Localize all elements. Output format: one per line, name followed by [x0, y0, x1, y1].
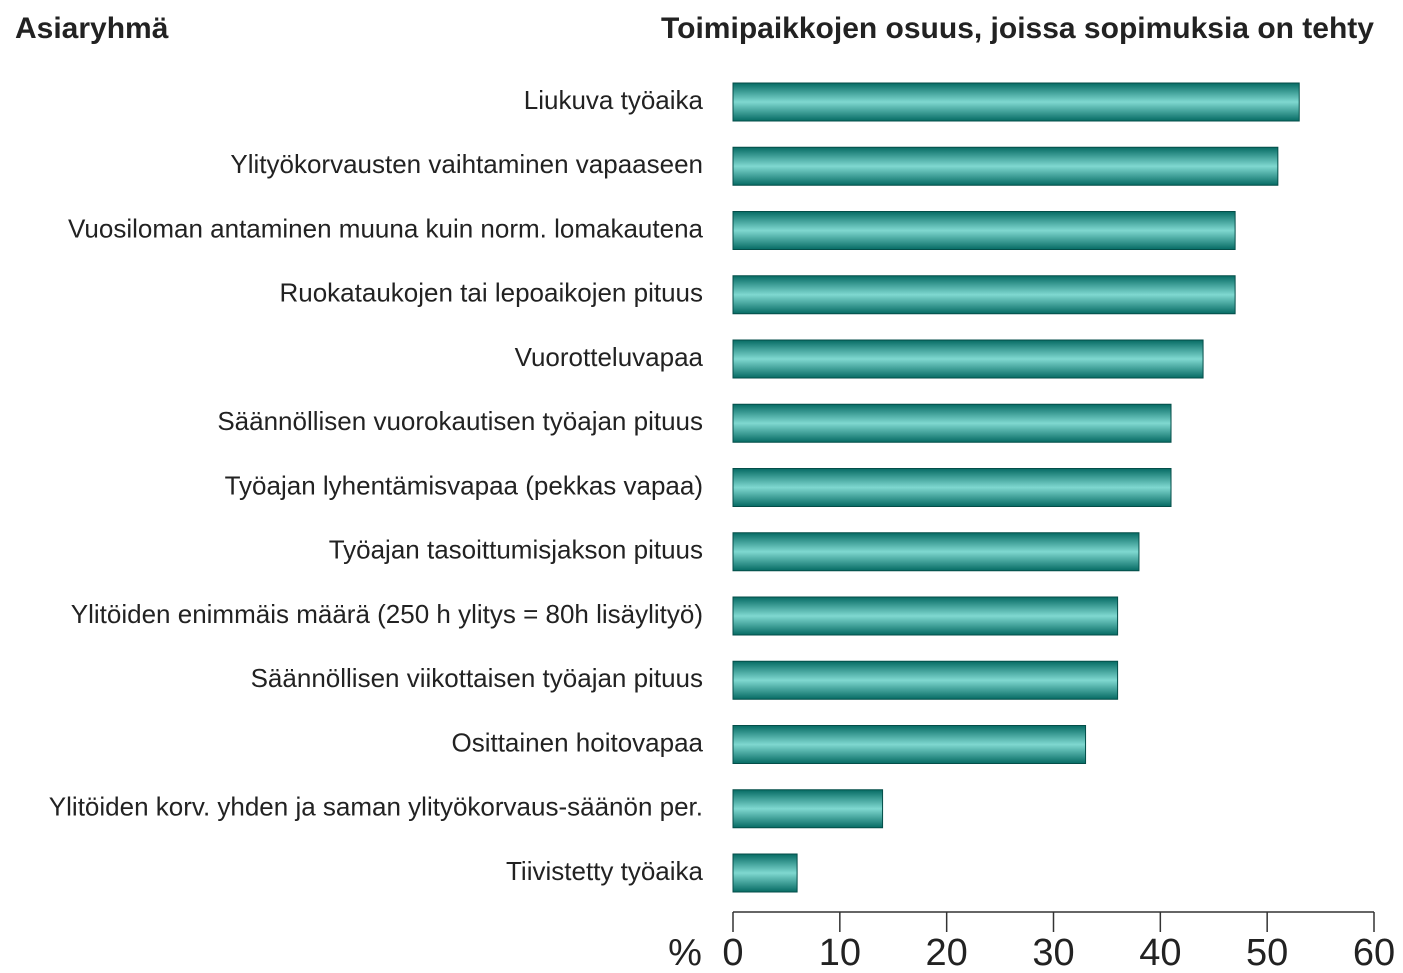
bar [732, 596, 1119, 636]
y-tick-label: Säännöllisen vuorokautisen työajan pituu… [217, 406, 703, 436]
bar [732, 211, 1236, 250]
x-tick-label: 60 [1353, 932, 1395, 973]
y-tick-label: Ylityökorvausten vaihtaminen vapaaseen [230, 149, 703, 179]
y-tick-label: Ylitöiden korv. yhden ja saman ylityökor… [49, 792, 703, 822]
x-axis-label: % [668, 932, 702, 973]
y-tick-label: Ruokataukojen tai lepoaikojen pituus [279, 278, 703, 308]
category-header: Asiaryhmä [15, 12, 169, 45]
bar [732, 789, 884, 829]
y-tick-label: Vuosiloman antaminen muuna kuin norm. lo… [68, 213, 703, 243]
bar [732, 82, 1300, 122]
x-tick-label: 10 [819, 932, 861, 973]
bar [732, 146, 1279, 186]
y-tick-label: Tiivistetty työaika [506, 856, 704, 886]
bar [732, 468, 1172, 507]
y-tick-label: Työajan tasoittumisjakson pituus [329, 535, 703, 565]
chart-title: Toimipaikkojen osuus, joissa sopimuksia … [661, 12, 1374, 45]
x-tick-label: 50 [1246, 932, 1288, 973]
y-tick-label: Työajan lyhentämisvapaa (pekkas vapaa) [225, 470, 703, 500]
bar [732, 339, 1204, 379]
x-tick-label: 30 [1032, 932, 1074, 973]
y-tick-label: Osittainen hoitovapaa [451, 727, 703, 757]
bar [732, 275, 1236, 315]
bar [732, 403, 1172, 443]
x-tick-label: 20 [926, 932, 968, 973]
bar [732, 725, 1087, 764]
y-tick-label: Liukuva työaika [524, 85, 704, 115]
y-tick-label: Ylitöiden enimmäis määrä (250 h ylitys =… [71, 599, 703, 629]
bar [732, 660, 1119, 700]
bar [732, 532, 1140, 572]
y-tick-label: Vuorotteluvapaa [515, 342, 704, 372]
x-tick-label: 40 [1139, 932, 1181, 973]
y-tick-label: Säännöllisen viikottaisen työajan pituus [251, 663, 703, 693]
x-tick-label: 0 [722, 932, 743, 973]
bar [732, 853, 798, 893]
